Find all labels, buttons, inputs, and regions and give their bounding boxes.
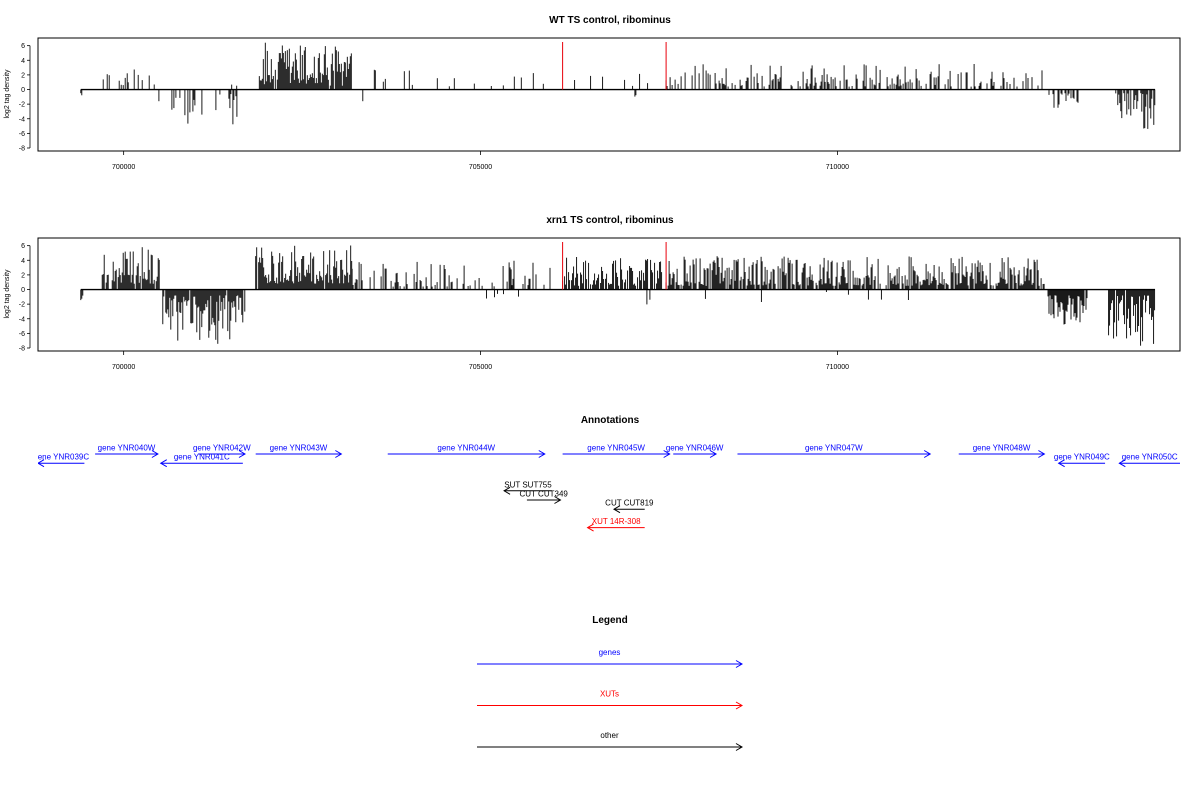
annotation-label: gene YNR047W: [805, 444, 863, 453]
x-tick-label: 705000: [469, 364, 492, 371]
y-tick-label: -8: [19, 346, 25, 353]
annotation-label: CUT CUT349: [520, 490, 569, 499]
xrn1-plot-frame: [37, 237, 1181, 352]
wt-y-axis: 6 4 2 0 -2 -4 -6 -8: [19, 43, 31, 153]
wt-x-axis: 700000 705000 710000: [112, 151, 849, 171]
y-tick-label: 0: [21, 87, 25, 94]
annotation-label: gene YNR044W: [437, 444, 495, 453]
wt-coverage-bars: [80, 42, 1156, 129]
annotation-arrowhead: [503, 486, 511, 495]
legend-item: XUTs: [477, 690, 743, 710]
annotation-feature: gene YNR039C: [33, 453, 89, 468]
legend-arrowhead: [735, 701, 743, 710]
annotation-feature: gene YNR045W: [562, 444, 671, 458]
annotation-feature: gene YNR043W: [255, 444, 343, 458]
annotation-arrowhead: [586, 523, 594, 532]
annotation-arrowhead: [1038, 450, 1046, 458]
legend-arrowhead: [735, 743, 743, 751]
x-tick-label: 705000: [469, 164, 492, 171]
annotation-arrowhead: [554, 496, 562, 504]
legend-item: genes: [477, 648, 743, 668]
legend-title: Legend: [592, 615, 628, 626]
annotation-feature: CUT CUT819: [605, 499, 654, 514]
y-tick-label: -4: [19, 316, 25, 323]
annotation-label: gene YNR039C: [33, 453, 89, 462]
annotation-arrowhead: [709, 450, 718, 458]
y-tick-label: 4: [21, 258, 25, 265]
xrn1-coverage-bars: [80, 242, 1156, 346]
annotation-arrowhead: [159, 459, 168, 468]
annotation-feature: SUT SUT755: [503, 480, 552, 495]
xrn1-x-axis: 700000 705000 710000: [112, 351, 849, 371]
legend-item: other: [477, 731, 743, 751]
annotation-feature: gene YNR048W: [958, 444, 1046, 458]
wt-plot-frame: [37, 37, 1181, 152]
annotation-feature: gene YNR047W: [737, 444, 932, 458]
annotation-label: gene YNR042W: [193, 444, 251, 453]
annotation-label: gene YNR045W: [587, 444, 645, 453]
annotation-feature: gene YNR049C: [1054, 453, 1110, 468]
y-tick-label: -4: [19, 116, 25, 123]
annotation-feature: XUT 14R-308: [586, 517, 645, 532]
wt-y-axis-label: log2 tag density: [4, 69, 11, 119]
legend-arrowhead: [735, 660, 743, 668]
y-tick-label: -2: [19, 302, 25, 309]
annotation-feature: gene YNR040W: [95, 444, 159, 458]
legend: genes XUTs other: [477, 648, 743, 751]
annotation-label: CUT CUT819: [605, 499, 654, 508]
x-tick-label: 710000: [826, 364, 849, 371]
annotation-arrowhead: [335, 450, 343, 458]
xrn1-coverage-panel: xrn1 TS control, ribominus 6420-2-4-6-8 …: [4, 215, 1181, 371]
legend-label: XUTs: [600, 690, 619, 699]
annotation-arrowhead: [538, 450, 546, 458]
annotation-arrowhead: [1057, 459, 1065, 468]
y-tick-label: 6: [21, 43, 25, 50]
annotation-arrowhead: [1118, 459, 1126, 468]
annotation-feature: gene YNR046W: [666, 444, 724, 458]
y-tick-label: -6: [19, 331, 25, 338]
annotation-feature: gene YNR041C: [159, 453, 243, 468]
y-tick-label: 2: [21, 272, 25, 279]
y-tick-label: 6: [21, 243, 25, 250]
annotation-arrowhead: [923, 450, 932, 458]
annotation-label: gene YNR048W: [973, 444, 1031, 453]
annotation-arrowhead: [151, 450, 159, 458]
annotation-arrowhead: [238, 450, 246, 458]
wt-coverage-panel: WT TS control, ribominus 6 4 2 0 -2 -4 -6 -8 lo…: [4, 15, 1181, 171]
annotation-arrowhead: [663, 450, 671, 458]
annotation-arrowhead: [613, 505, 621, 514]
legend-label: other: [600, 731, 619, 740]
xrn1-y-axis: 6 4 2 0 -2 -4 -6 -8: [19, 243, 31, 353]
y-tick-label: -2: [19, 102, 25, 109]
y-tick-label: -6: [19, 131, 25, 138]
annotation-label: gene YNR050C: [1122, 453, 1178, 462]
x-tick-label: 710000: [826, 164, 849, 171]
x-tick-label: 700000: [112, 164, 135, 171]
annotation-label: gene YNR040W: [98, 444, 156, 453]
annotation-label: SUT SUT755: [504, 480, 552, 489]
y-tick-label: 0: [21, 287, 25, 294]
annotation-feature: gene YNR050C: [1118, 453, 1180, 468]
annotation-label: gene YNR041C: [174, 453, 230, 462]
x-tick-label: 700000: [112, 364, 135, 371]
legend-label: genes: [599, 648, 621, 657]
annotation-label: XUT 14R-308: [592, 517, 641, 526]
y-tick-label: -8: [19, 146, 25, 153]
annotation-arrowhead: [38, 459, 45, 468]
y-tick-label: 4: [21, 58, 25, 65]
y-tick-label: 2: [21, 72, 25, 79]
annotation-label: gene YNR043W: [270, 444, 328, 453]
annotation-feature: CUT CUT349: [520, 490, 569, 504]
annotation-feature: gene YNR042W: [193, 444, 251, 458]
annotations-title: Annotations: [581, 415, 640, 426]
annotation-label: gene YNR049C: [1054, 453, 1110, 462]
wt-panel-title: WT TS control, ribominus: [549, 15, 671, 26]
xrn1-y-axis-label: log2 tag density: [4, 269, 11, 319]
annotation-label: gene YNR046W: [666, 444, 724, 453]
xrn1-panel-title: xrn1 TS control, ribominus: [546, 215, 674, 226]
annotation-feature: gene YNR044W: [387, 444, 546, 458]
